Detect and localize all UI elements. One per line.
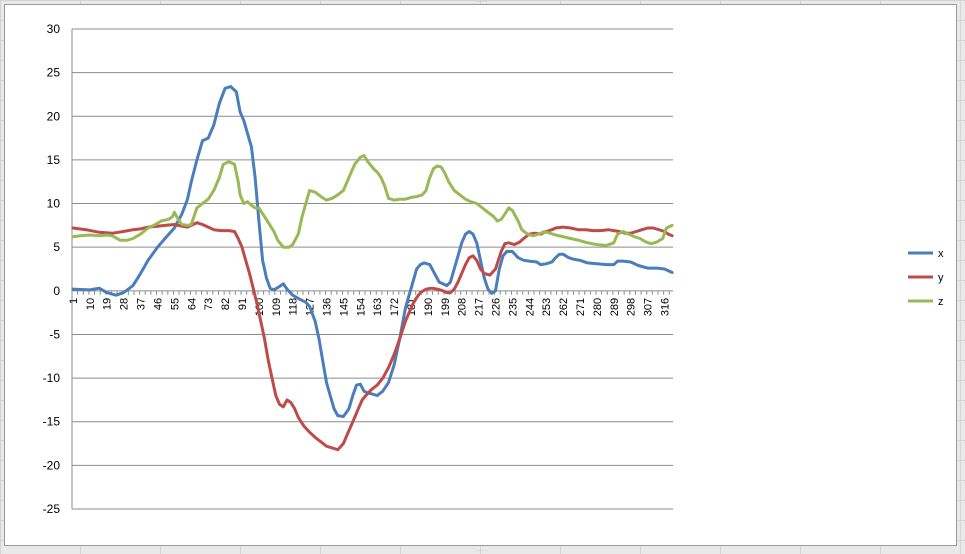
x-tick-label: 91 bbox=[237, 298, 249, 310]
x-tick-label: 190 bbox=[423, 298, 435, 316]
x-tick-label: 73 bbox=[203, 298, 215, 310]
x-tick-label: 235 bbox=[507, 298, 519, 316]
x-tick-label: 109 bbox=[271, 298, 283, 316]
series-line-y bbox=[71, 221, 674, 452]
y-tick-label: 10 bbox=[47, 197, 61, 211]
series-lines bbox=[71, 85, 674, 452]
legend-label-x: x bbox=[938, 248, 944, 260]
x-tick-label: 64 bbox=[186, 298, 198, 310]
y-axis-tick-labels: 30 25 20 15 10 5 0 -5 -10 -15 -20 -25 bbox=[43, 22, 61, 516]
x-tick-label: 118 bbox=[288, 298, 300, 316]
legend-label-z: z bbox=[938, 296, 944, 308]
x-tick-label: 55 bbox=[169, 298, 181, 310]
x-tick-label: 154 bbox=[355, 298, 367, 316]
x-tick-label: 37 bbox=[136, 298, 148, 310]
x-tick-label: 163 bbox=[372, 298, 384, 316]
x-tick-label: 1 bbox=[68, 298, 80, 304]
y-tick-label: 25 bbox=[47, 66, 61, 80]
legend: xyz bbox=[908, 248, 944, 308]
y-tick-label: 30 bbox=[47, 22, 61, 36]
x-tick-label: 298 bbox=[626, 298, 638, 316]
x-tick-label: 46 bbox=[152, 298, 164, 310]
x-tick-label: 226 bbox=[491, 298, 503, 316]
x-tick-label: 136 bbox=[321, 298, 333, 316]
x-tick-label: 145 bbox=[338, 298, 350, 316]
y-tick-label: -5 bbox=[49, 327, 60, 341]
y-tick-label: 0 bbox=[53, 284, 60, 298]
x-tick-label: 253 bbox=[541, 298, 553, 316]
x-tick-label: 244 bbox=[524, 298, 536, 316]
y-tick-label: -25 bbox=[43, 502, 61, 516]
x-tick-label: 217 bbox=[474, 298, 486, 316]
y-tick-label: 20 bbox=[47, 109, 61, 123]
series-line-z bbox=[71, 154, 674, 249]
resize-handle-top[interactable]: ···· bbox=[476, 0, 488, 5]
y-tick-label: -20 bbox=[43, 458, 61, 472]
y-tick-label: 5 bbox=[53, 240, 60, 254]
x-tick-label: 262 bbox=[558, 298, 570, 316]
chart-area[interactable] bbox=[4, 4, 957, 546]
x-tick-label: 208 bbox=[457, 298, 469, 316]
x-tick-label: 271 bbox=[575, 298, 587, 316]
y-tick-label: -10 bbox=[43, 371, 61, 385]
y-tick-label: 15 bbox=[47, 153, 61, 167]
gridlines bbox=[72, 28, 673, 510]
axes bbox=[71, 29, 673, 509]
x-axis-tick-labels: 1 10 19 28 37 46 55 64 73 82 91 100 109 118 127 136 145 1… bbox=[68, 298, 672, 316]
x-tick-label: 316 bbox=[660, 298, 672, 316]
x-tick-label: 19 bbox=[102, 298, 114, 310]
x-tick-label: 199 bbox=[440, 298, 452, 316]
x-tick-label: 82 bbox=[220, 298, 232, 310]
x-tick-label: 289 bbox=[609, 298, 621, 316]
x-tick-label: 10 bbox=[85, 298, 97, 310]
x-tick-label: 307 bbox=[643, 298, 655, 316]
x-tick-label: 172 bbox=[389, 298, 401, 316]
x-tick-label: 280 bbox=[592, 298, 604, 316]
series-line-x bbox=[71, 85, 674, 418]
resize-handle-bottom[interactable]: ···· bbox=[476, 548, 488, 554]
y-tick-label: -15 bbox=[43, 415, 61, 429]
legend-label-y: y bbox=[938, 272, 944, 284]
x-tick-label: 28 bbox=[119, 298, 131, 310]
